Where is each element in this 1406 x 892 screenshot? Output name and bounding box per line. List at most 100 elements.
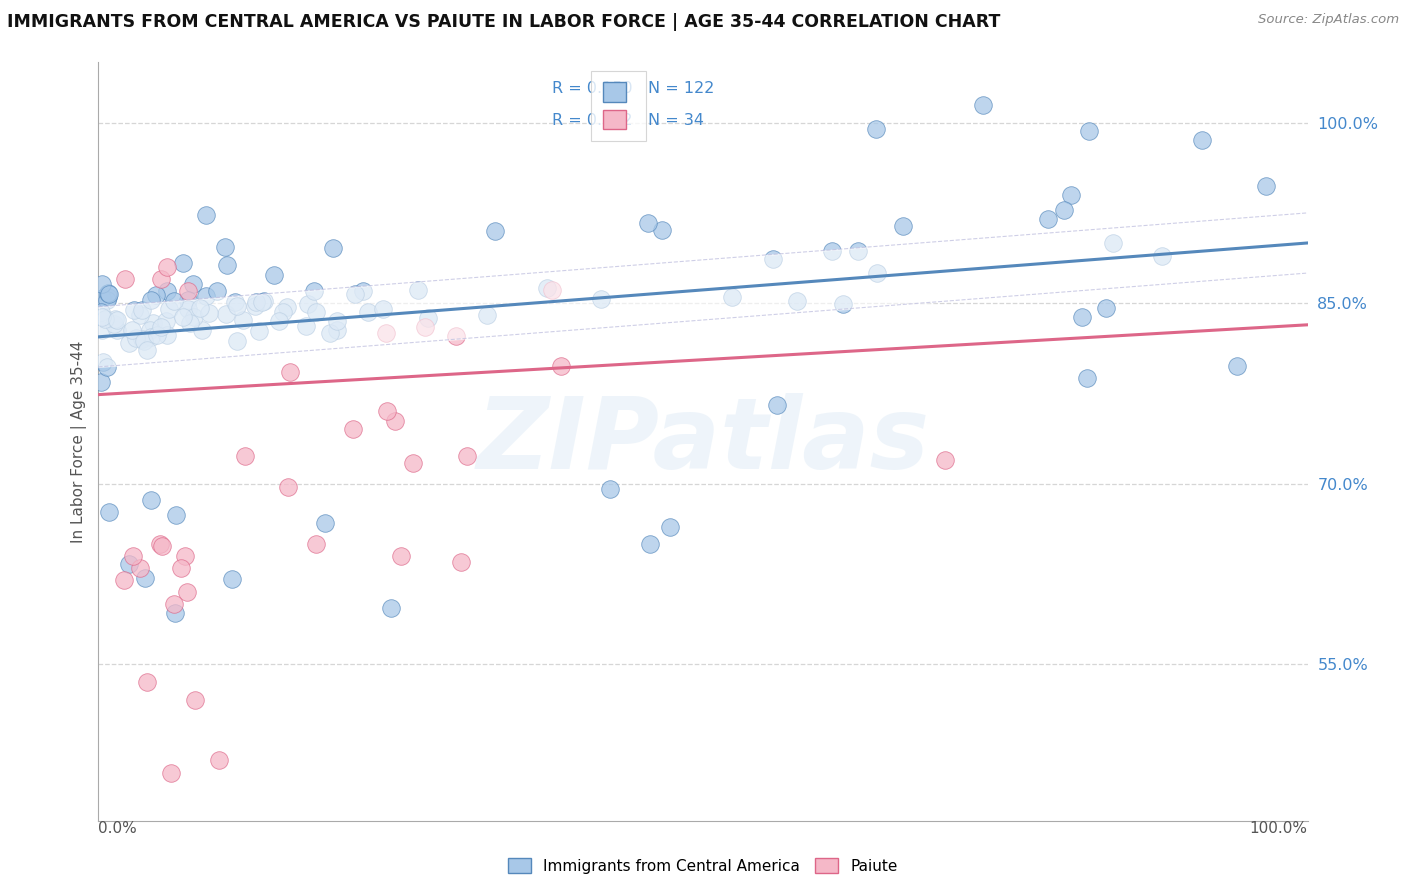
Point [160,765,183,780]
Point [402,456,425,470]
Legend: , : , [591,70,645,141]
Point [205,285,228,299]
Point [243,299,266,313]
Text: ZIPatlas: ZIPatlas [477,393,929,490]
Text: 0.0%: 0.0% [98,821,138,836]
Point [1191,133,1213,147]
Point [1226,359,1249,373]
Point [297,297,319,311]
Text: 100.0%: 100.0% [1250,821,1308,836]
Point [651,223,673,237]
Point [105,323,128,337]
Point [128,308,150,322]
Point [97,286,120,301]
Point [846,244,869,258]
Point [374,326,396,340]
Point [278,365,301,379]
Point [181,277,204,291]
Point [128,561,150,575]
Point [245,294,267,309]
Point [195,208,218,222]
Point [150,272,173,286]
Point [295,318,318,333]
Point [139,293,162,307]
Point [163,606,186,620]
Point [1036,211,1059,226]
Legend: Immigrants from Central America, Paiute: Immigrants from Central America, Paiute [502,852,904,880]
Point [484,224,506,238]
Point [104,311,127,326]
Point [1101,236,1123,251]
Point [384,414,406,428]
Y-axis label: In Labor Force | Age 35-44: In Labor Force | Age 35-44 [72,341,87,542]
Point [1152,249,1174,263]
Point [475,308,498,322]
Point [146,327,169,342]
Point [891,219,914,233]
Point [179,316,201,330]
Point [599,483,621,497]
Point [135,675,157,690]
Point [1053,202,1076,217]
Point [380,601,402,615]
Point [208,754,231,768]
Point [232,313,254,327]
Point [149,537,172,551]
Point [640,537,662,551]
Point [156,327,179,342]
Point [121,323,143,337]
Point [224,294,246,309]
Point [131,332,153,346]
Point [112,573,135,587]
Point [273,304,295,318]
Point [184,693,207,707]
Point [450,555,472,569]
Point [637,216,659,230]
Point [122,549,145,563]
Point [302,285,325,299]
Point [156,260,179,274]
Point [97,290,120,304]
Point [253,293,276,308]
Point [934,452,956,467]
Point [139,492,162,507]
Point [416,311,439,326]
Point [174,549,197,563]
Point [326,323,349,337]
Point [1254,179,1277,194]
Point [165,508,187,522]
Point [91,291,114,305]
Point [170,561,193,575]
Point [177,284,200,298]
Text: IMMIGRANTS FROM CENTRAL AMERICA VS PAIUTE IN LABOR FORCE | AGE 35-44 CORRELATION: IMMIGRANTS FROM CENTRAL AMERICA VS PAIUT… [7,13,1001,31]
Point [91,322,114,336]
Point [177,302,200,317]
Point [122,303,145,318]
Point [865,122,887,136]
Point [198,306,221,320]
Text: R = 0.152   N = 34: R = 0.152 N = 34 [551,112,704,128]
Point [138,322,160,336]
Point [305,537,328,551]
Point [96,359,118,374]
Point [155,284,177,298]
Point [325,314,347,328]
Point [195,289,218,303]
Point [90,376,112,390]
Point [550,359,572,373]
Point [97,286,120,301]
Point [357,305,380,319]
Point [163,597,186,611]
Point [456,450,478,464]
Point [190,323,212,337]
Point [319,326,342,340]
Text: R = 0.150   N = 122: R = 0.150 N = 122 [551,81,714,96]
Point [96,293,118,307]
Point [155,314,177,328]
Point [263,268,285,283]
Point [276,300,298,314]
Point [97,505,120,519]
Point [172,310,194,324]
Point [215,307,238,321]
Point [118,557,141,571]
